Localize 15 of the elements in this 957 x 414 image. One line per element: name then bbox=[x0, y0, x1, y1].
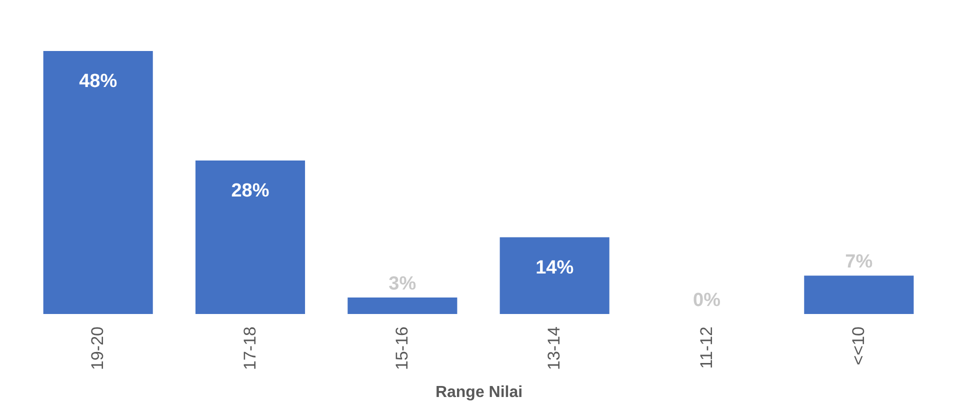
bar bbox=[195, 160, 306, 314]
x-axis-title: Range Nilai bbox=[435, 384, 523, 401]
x-tick-label: 15-16 bbox=[392, 326, 412, 370]
bar bbox=[43, 50, 153, 314]
bar bbox=[804, 276, 914, 314]
bar bbox=[500, 237, 610, 314]
data-label: 28% bbox=[231, 180, 270, 202]
x-tick-label: 17-18 bbox=[240, 326, 260, 370]
data-label: 14% bbox=[536, 257, 574, 278]
x-tick-label: <<10 bbox=[848, 326, 868, 366]
x-tick-label: 13-14 bbox=[544, 326, 564, 370]
x-tick-label: 19-20 bbox=[88, 326, 108, 370]
data-label: 48% bbox=[79, 70, 118, 92]
x-tick-label: 11-12 bbox=[696, 326, 716, 369]
bar bbox=[348, 298, 458, 314]
